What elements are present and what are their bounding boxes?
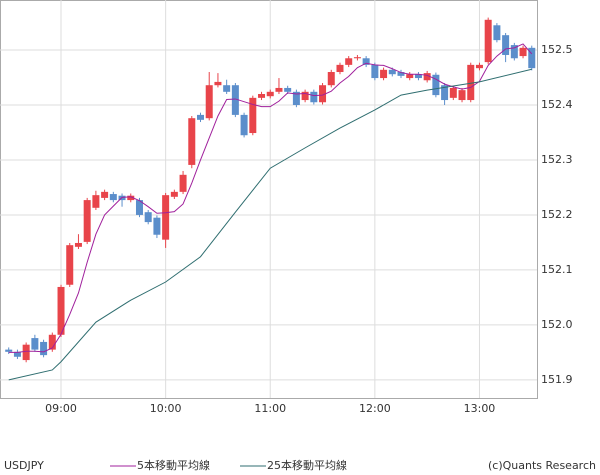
- candle-body: [127, 195, 135, 201]
- candle-body: [144, 212, 152, 223]
- candle-body: [336, 64, 344, 73]
- symbol: USDJPY: [4, 459, 44, 472]
- candle-body: [484, 19, 492, 63]
- candle-body: [432, 74, 440, 96]
- plot-area: [0, 0, 538, 399]
- legend-label: 25本移動平均線: [267, 458, 347, 472]
- candle-body: [292, 91, 300, 105]
- y-tick-label: 152.4: [541, 98, 573, 111]
- candle-body: [327, 72, 335, 86]
- candle-body: [266, 91, 274, 97]
- credit: (c)Quants Research: [488, 459, 596, 472]
- candle-body: [284, 87, 292, 92]
- candle-body: [249, 97, 257, 134]
- candle-body: [353, 57, 361, 59]
- candle-body: [179, 174, 187, 192]
- candle-body: [406, 74, 414, 79]
- candle-body: [414, 74, 422, 79]
- x-tick-label: 10:00: [150, 402, 182, 415]
- x-tick-label: 11:00: [254, 402, 286, 415]
- candle-body: [397, 72, 405, 76]
- candle-body: [475, 64, 483, 69]
- candle-body: [493, 25, 501, 41]
- candle-body: [258, 94, 266, 98]
- candle-body: [13, 351, 21, 357]
- candle-body: [301, 91, 309, 101]
- candle-body: [66, 245, 74, 285]
- candle-body: [371, 64, 379, 79]
- candle-body: [240, 114, 248, 136]
- y-tick-label: 152.1: [541, 263, 573, 276]
- candle-body: [31, 338, 39, 350]
- moving-average-line: [8, 68, 532, 381]
- candle-body: [345, 58, 353, 65]
- candle-body: [74, 242, 82, 247]
- candle-body: [231, 85, 239, 115]
- candle-body: [519, 47, 527, 57]
- x-tick-label: 12:00: [359, 402, 391, 415]
- candle-body: [275, 87, 283, 92]
- candle-body: [153, 217, 161, 235]
- y-tick-label: 151.9: [541, 373, 573, 386]
- y-tick-label: 152.2: [541, 208, 573, 221]
- candle-body: [467, 64, 475, 101]
- candle-body: [48, 334, 56, 350]
- x-tick-label: 09:00: [45, 402, 77, 415]
- candle-body: [162, 195, 170, 240]
- candle-body: [22, 344, 30, 361]
- candle-body: [362, 58, 370, 65]
- candle-body: [528, 47, 536, 69]
- y-tick-label: 152.3: [541, 153, 573, 166]
- candle-body: [214, 81, 222, 86]
- candle-body: [380, 69, 388, 79]
- candle-body: [101, 191, 109, 198]
- candle-body: [5, 349, 13, 352]
- candle-body: [170, 191, 178, 197]
- candle-body: [57, 286, 65, 335]
- y-tick-label: 152.0: [541, 318, 573, 331]
- candle-body: [423, 73, 431, 81]
- y-tick-label: 152.5: [541, 43, 573, 56]
- moving-average-line: [8, 43, 533, 353]
- candle-body: [92, 195, 100, 208]
- candle-body: [109, 194, 117, 201]
- x-tick-label: 13:00: [464, 402, 496, 415]
- candle-body: [458, 90, 466, 101]
- candle-body: [40, 341, 48, 356]
- candle-body: [502, 35, 510, 55]
- candle-body: [449, 87, 457, 98]
- candle-body: [388, 69, 396, 75]
- candle-body: [205, 85, 213, 119]
- candle-body: [188, 118, 196, 165]
- candle-body: [197, 114, 205, 120]
- candle-body: [441, 85, 449, 101]
- candle-body: [310, 91, 318, 103]
- candle-body: [319, 85, 327, 103]
- candle-body: [135, 200, 143, 215]
- candle-body: [510, 45, 518, 59]
- legend-label: 5本移動平均線: [137, 458, 210, 472]
- candle-body: [83, 200, 91, 242]
- candle-body: [223, 85, 231, 92]
